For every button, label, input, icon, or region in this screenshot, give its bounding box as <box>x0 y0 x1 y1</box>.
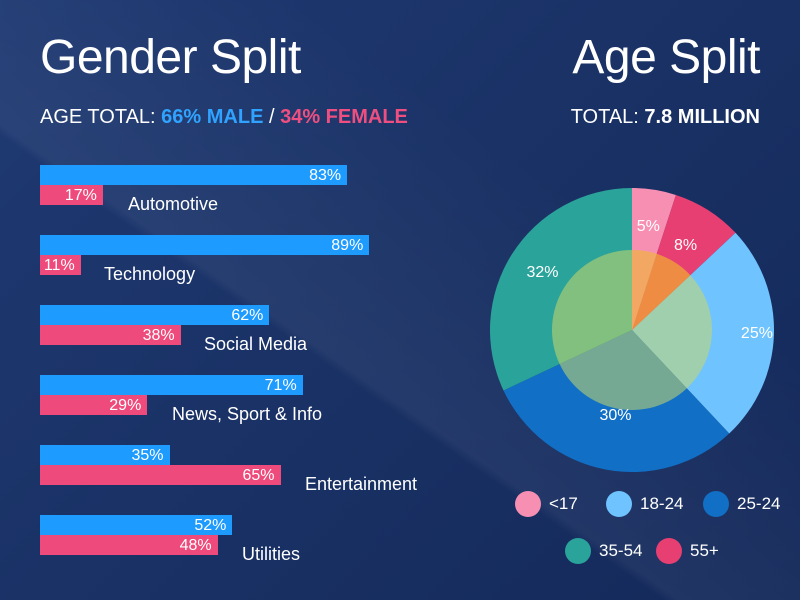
legend-item-55-plus: 55+ <box>656 538 719 564</box>
category-label-social-media: Social Media <box>204 334 308 354</box>
female-bar-news-sport-info <box>40 395 148 415</box>
subtitle-separator: / <box>263 106 281 128</box>
legend-swatch-55-plus <box>656 538 682 564</box>
category-label-automotive: Automotive <box>128 194 219 214</box>
female-bar-utilities <box>40 535 218 555</box>
legend-item-18-24: 18-24 <box>606 491 683 517</box>
total-value: 7.8 MILLION <box>644 106 760 128</box>
legend-item-25-24: 25-24 <box>703 491 780 517</box>
legend-label-55-plus: 55+ <box>690 541 719 560</box>
male-value-entertainment: 35% <box>131 447 164 464</box>
legend-swatch-35-54 <box>565 538 591 564</box>
legend-label-under-17: <17 <box>549 494 578 513</box>
legend-swatch-25-24 <box>703 491 729 517</box>
female-total: 34% FEMALE <box>280 106 408 128</box>
male-value-news-sport-info: 71% <box>264 377 297 394</box>
pie-inner-accent-55-plus <box>632 253 691 330</box>
pie-inner-accent-under-17 <box>632 250 657 330</box>
female-value-automotive: 17% <box>64 187 97 204</box>
female-value-social-media: 38% <box>142 327 175 344</box>
female-bar-technology <box>40 255 81 275</box>
female-value-entertainment: 65% <box>242 467 275 484</box>
pie-inner-35-54 <box>551 250 632 365</box>
male-bar-automotive <box>40 165 348 185</box>
male-bar-utilities <box>40 515 233 535</box>
category-label-entertainment: Entertainment <box>305 474 418 494</box>
total-prefix: TOTAL: <box>570 106 645 128</box>
gender-split-subtitle: AGE TOTAL: 66% MALE / 34% FEMALE <box>40 106 408 129</box>
legend-label-18-24: 18-24 <box>640 494 684 513</box>
female-value-utilities: 48% <box>179 537 212 554</box>
age-pie-chart <box>489 188 775 473</box>
male-bar-social-media <box>40 305 270 325</box>
age-split-title: Age Split <box>572 31 760 84</box>
female-bar-automotive <box>40 185 103 205</box>
male-bar-entertainment <box>40 445 170 465</box>
legend-label-25-24: 25-24 <box>737 494 781 513</box>
legend-swatch-under-17 <box>515 491 541 517</box>
male-value-automotive: 83% <box>309 167 342 184</box>
legend-swatch-18-24 <box>606 491 632 517</box>
male-bar-technology <box>40 235 370 255</box>
age-total-prefix: AGE TOTAL: <box>40 106 162 128</box>
legend-item-35-54: 35-54 <box>565 538 642 564</box>
legend-label-35-54: 35-54 <box>599 541 643 560</box>
age-split-subtitle: TOTAL: 7.8 MILLION <box>571 106 760 129</box>
male-total: 66% MALE <box>161 106 264 128</box>
pie-label-55-plus: 8% <box>674 236 698 254</box>
pie-label-under-17: 5% <box>636 218 660 236</box>
legend-item-under-17: <17 <box>515 491 578 517</box>
pie-inner-25-24 <box>559 330 687 411</box>
male-value-utilities: 52% <box>194 517 227 534</box>
category-label-news-sport-info: News, Sport & Info <box>172 404 323 424</box>
female-value-news-sport-info: 29% <box>109 397 142 414</box>
female-bar-entertainment <box>40 465 281 485</box>
male-value-technology: 89% <box>331 237 364 254</box>
category-label-utilities: Utilities <box>242 544 301 564</box>
male-value-social-media: 62% <box>231 307 264 324</box>
pie-label-18-24: 25% <box>740 324 773 342</box>
gender-split-title: Gender Split <box>40 31 301 84</box>
pie-label-25-24: 30% <box>599 407 632 425</box>
pie-inner-18-24 <box>632 275 712 389</box>
female-bar-social-media <box>40 325 181 345</box>
pie-label-35-54: 32% <box>526 264 559 282</box>
male-bar-news-sport-info <box>40 375 303 395</box>
female-value-technology: 11% <box>43 257 75 274</box>
category-label-technology: Technology <box>104 264 196 284</box>
